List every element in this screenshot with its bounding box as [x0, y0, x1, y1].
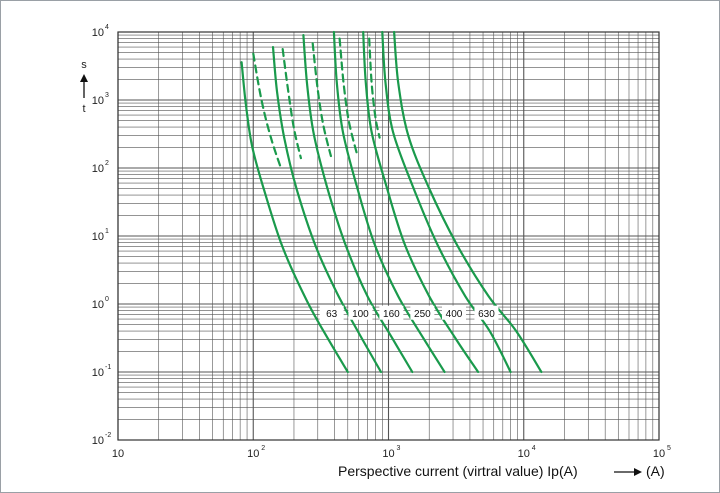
x-axis-unit: (A)	[646, 463, 665, 479]
x-tick-label-exponent: 3	[397, 445, 401, 452]
y-tick-label-exponent: 0	[105, 296, 109, 303]
curve-label-250: 250	[414, 309, 431, 320]
x-tick-label: 10 3	[382, 445, 400, 460]
curve-label-backdrop	[379, 305, 404, 320]
y-tick-label-exponent: -2	[105, 432, 111, 439]
y-tick-label: 10 3	[92, 92, 109, 107]
curve-label-backdrop	[348, 305, 373, 320]
y-tick-label-base: 10	[92, 435, 104, 447]
y-axis-label-bottom: t	[82, 103, 85, 115]
x-tick-label: 10	[112, 448, 124, 460]
y-tick-label-exponent: 4	[105, 24, 109, 31]
series-400-min-curve	[368, 37, 381, 139]
y-tick-label-base: 10	[92, 231, 104, 243]
curve-label-backdrop	[474, 305, 499, 320]
x-tick-label: 10 5	[653, 445, 671, 460]
x-tick-label: 10 2	[247, 445, 265, 460]
x-tick-label: 10 4	[518, 445, 536, 460]
y-axis-label-top: s	[81, 59, 87, 71]
series-400-max-curve	[362, 30, 480, 374]
curve-label-63: 63	[326, 309, 338, 320]
curve-label-backdrop	[319, 305, 344, 320]
y-tick-label-base: 10	[92, 367, 104, 379]
curve-label-backdrop	[442, 305, 467, 320]
series-100-max-curve	[271, 46, 383, 374]
y-tick-label: 10 1	[92, 228, 109, 243]
series-100-min-curve	[281, 48, 302, 160]
x-axis-arrow-head	[634, 468, 642, 476]
y-tick-label-base: 10	[92, 27, 104, 39]
series-250-min-curve	[338, 37, 359, 158]
x-tick-label-base: 10	[653, 448, 665, 460]
x-tick-label-base: 10	[518, 448, 530, 460]
series-160-max-curve	[302, 34, 414, 374]
y-tick-label: 10 2	[92, 160, 109, 175]
y-tick-label-base: 10	[92, 163, 104, 175]
y-tick-label-exponent: -1	[105, 364, 111, 371]
y-tick-label-base: 10	[92, 299, 104, 311]
x-axis-title: Perspective current (virtral value) Ip(A…	[338, 463, 578, 479]
series-63-max-curve	[240, 61, 349, 374]
curve-labels: 63 100 160 250 400 630	[319, 305, 499, 320]
series-630-max-curve	[381, 30, 512, 374]
series-160-min-curve	[311, 42, 332, 158]
curve-label-630: 630	[478, 309, 495, 320]
x-tick-label-base: 10	[247, 448, 259, 460]
y-axis-arrow-head	[80, 74, 88, 82]
x-tick-label-exponent: 5	[667, 445, 671, 452]
y-tick-label-exponent: 3	[105, 92, 109, 99]
series-250-max-curve	[332, 30, 446, 374]
x-tick-label-base: 10	[112, 448, 124, 460]
curves	[240, 30, 543, 374]
y-tick-label: 10 4	[92, 24, 109, 39]
y-tick-label-exponent: 1	[105, 228, 109, 235]
series-63-min-curve	[252, 52, 282, 170]
y-tick-label: 10 -2	[92, 432, 112, 447]
curve-label-backdrop	[410, 305, 435, 320]
tick-labels: 10 10 2 10 3 10 4 10 510 -210 -110 010 110 210 310 4	[92, 24, 671, 460]
x-tick-label-base: 10	[382, 448, 394, 460]
curve-label-400: 400	[446, 309, 463, 320]
y-tick-label: 10 -1	[92, 364, 112, 379]
x-tick-label-exponent: 4	[532, 445, 536, 452]
curve-label-100: 100	[352, 309, 369, 320]
y-tick-label: 10 0	[92, 296, 109, 311]
y-tick-label-base: 10	[92, 95, 104, 107]
x-tick-label-exponent: 2	[261, 445, 265, 452]
plot-border	[117, 31, 660, 441]
grid	[117, 31, 660, 441]
curve-label-160: 160	[383, 309, 400, 320]
y-tick-label-exponent: 2	[105, 160, 109, 167]
series-curve-7-max-curve	[393, 30, 543, 374]
